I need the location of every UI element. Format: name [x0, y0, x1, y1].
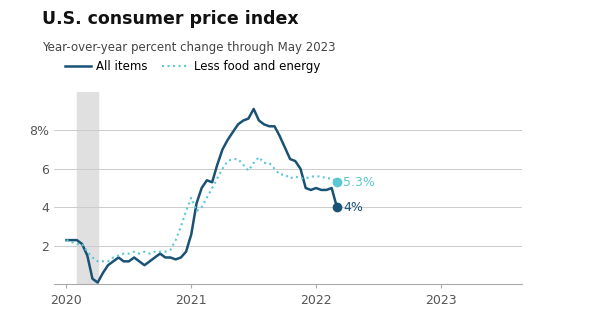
Text: U.S. consumer price index: U.S. consumer price index [42, 10, 299, 28]
Bar [77, 92, 98, 284]
Legend: All items, Less food and energy: All items, Less food and energy [60, 55, 325, 77]
Text: 4%: 4% [343, 201, 363, 214]
Text: Year-over-year percent change through May 2023: Year-over-year percent change through Ma… [42, 41, 335, 54]
Text: 5.3%: 5.3% [343, 176, 375, 189]
